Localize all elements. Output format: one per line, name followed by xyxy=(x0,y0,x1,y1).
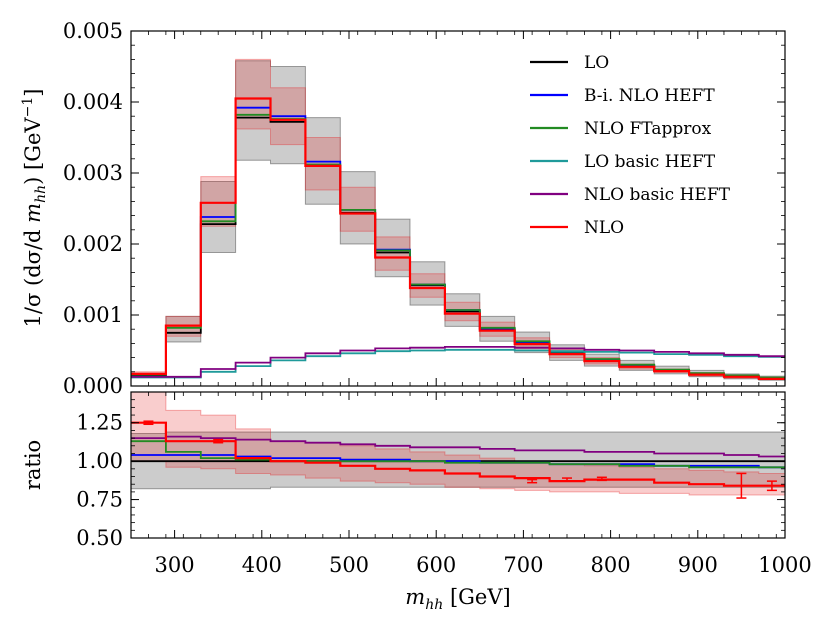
legend: LO B-i. NLO HEFT NLO FTapprox LO basic HEFT… xyxy=(530,53,731,238)
ratio-error-bar-4 xyxy=(596,476,607,482)
legend-entry-nlo: NLO xyxy=(530,218,624,238)
legend-label: B-i. NLO HEFT xyxy=(584,86,715,106)
x-tick-label: 900 xyxy=(678,553,718,577)
legend-label: LO basic HEFT xyxy=(584,152,716,172)
x-tick-label: 800 xyxy=(591,553,631,577)
ratio-y-axis-label: ratio xyxy=(21,440,45,490)
ratio-panel-bands xyxy=(131,392,785,496)
top-y-tick-label: 0.000 xyxy=(63,374,123,398)
legend-entry-nlo-ftapprox: NLO FTapprox xyxy=(530,119,712,139)
ratio-error-bar-1 xyxy=(213,438,224,444)
top-line-nlo-ftapprox xyxy=(131,113,785,379)
top-band-nlo xyxy=(131,58,785,381)
x-tick-label: 300 xyxy=(155,553,195,577)
x-tick-label: 500 xyxy=(329,553,369,577)
ratio-line-nlo-ftapprox xyxy=(131,440,785,469)
top-y-tick-label: 0.002 xyxy=(63,232,123,256)
ratio-error-bar-2 xyxy=(527,478,538,484)
x-tick-label: 1000 xyxy=(758,553,811,577)
top-line-nlo-basic-heft xyxy=(131,346,785,378)
x-axis-label: mhh [GeV] xyxy=(405,585,510,613)
top-panel-bands xyxy=(131,58,785,381)
axes xyxy=(130,30,786,539)
top-y-tick-label: 0.004 xyxy=(63,90,123,114)
legend-label: NLO FTapprox xyxy=(584,119,712,139)
top-y-tick-label: 0.001 xyxy=(63,303,123,327)
ratio-y-tick-label: 1.00 xyxy=(76,449,123,473)
ratio-line-nlo xyxy=(131,421,785,487)
legend-entry-lo: LO xyxy=(530,53,609,73)
legend-entry-b-i-nlo-heft: B-i. NLO HEFT xyxy=(530,86,715,106)
top-y-axis-label: 1/σ (dσ/d mhh) [GeV−1] xyxy=(20,89,49,328)
legend-label: NLO basic HEFT xyxy=(584,185,731,205)
ratio-y-tick-label: 0.75 xyxy=(76,488,123,512)
ratio-error-bar-6 xyxy=(766,480,777,492)
legend-entry-lo-basic-heft: LO basic HEFT xyxy=(530,152,716,172)
x-tick-label: 400 xyxy=(242,553,282,577)
ratio-panel-frame xyxy=(130,391,786,539)
x-tick-label: 600 xyxy=(416,553,456,577)
ratio-panel-error-bars xyxy=(143,420,777,499)
ratio-error-bar-3 xyxy=(562,477,572,482)
legend-entry-nlo-basic-heft: NLO basic HEFT xyxy=(530,185,731,205)
legend-label: NLO xyxy=(584,218,624,238)
legend-label: LO xyxy=(584,53,609,73)
ticks: 300 400 500 600 700 800 900 1000 0.000 0.001 0.002… xyxy=(63,19,812,577)
top-y-tick-label: 0.003 xyxy=(63,161,123,185)
ratio-error-bar-0 xyxy=(143,420,154,426)
ratio-panel-lines xyxy=(131,421,785,487)
ratio-line-nlo-basic-heft xyxy=(131,435,785,458)
top-panel-frame xyxy=(130,30,786,387)
top-y-tick-label: 0.005 xyxy=(63,19,123,43)
ratio-band-nlo xyxy=(131,392,785,496)
top-panel-lines xyxy=(131,97,785,380)
x-tick-label: 700 xyxy=(503,553,543,577)
top-line-nlo xyxy=(131,97,785,380)
top-band-lo xyxy=(131,60,785,381)
ratio-error-bar-5 xyxy=(736,472,747,499)
ratio-y-tick-label: 1.25 xyxy=(76,411,123,435)
ratio-y-tick-label: 0.50 xyxy=(76,526,123,550)
top-line-lo-basic-heft xyxy=(131,348,785,379)
